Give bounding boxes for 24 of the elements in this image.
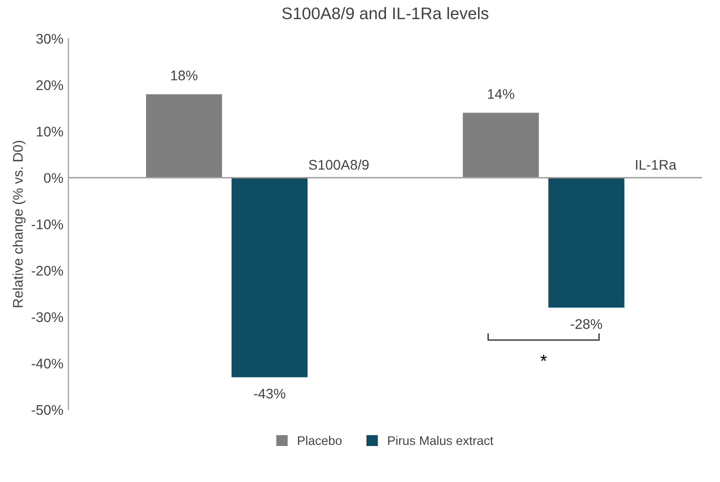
data-label: -43% [254,388,286,399]
y-tick-label: 0% [44,173,64,183]
y-tick-label: -50% [32,405,64,415]
bar [462,112,539,178]
y-tick-label: 30% [36,34,64,44]
annotation: * [540,354,547,362]
data-label: 18% [171,70,198,80]
y-axis-title: Relative change (% vs. D0) [12,140,26,308]
bar [232,178,308,378]
bar [146,94,222,178]
chart-title: S100A8/9 and IL-1Ra levels [282,7,488,20]
legend-label: Placebo [298,436,342,446]
y-tick-label: 10% [36,126,64,137]
y-tick-label: -40% [32,358,64,368]
bar [548,178,624,308]
x-tick-label: IL-1Ra [636,160,676,170]
y-tick-label: -20% [32,266,64,276]
y-tick-label: 20% [36,80,64,90]
y-tick-label: -10% [32,219,64,230]
data-label: -28% [570,319,602,329]
data-label: 14% [488,89,514,99]
x-tick-label: S100A8/9 [308,160,369,170]
legend-label: Pirus Malus extract [388,436,494,446]
y-tick-label: -30% [32,312,64,322]
